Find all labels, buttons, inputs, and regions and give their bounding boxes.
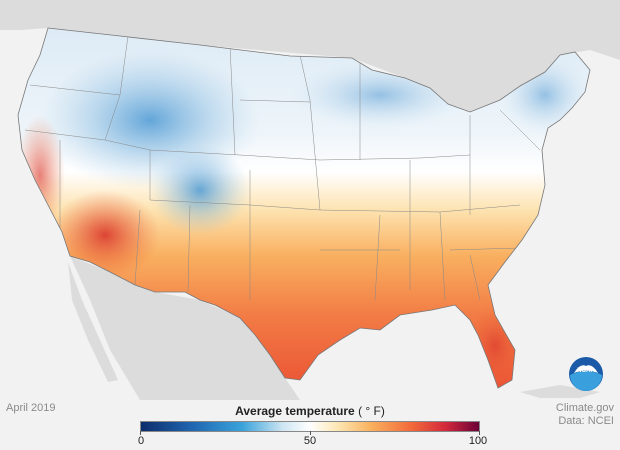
legend-title-text: Average temperature xyxy=(235,404,355,418)
baja-peninsula xyxy=(68,262,118,382)
state-borders xyxy=(24,35,541,301)
legend-unit: ( ° F) xyxy=(358,404,385,418)
noaa-logo-icon: NOAA xyxy=(569,357,603,391)
legend-title: Average temperature ( ° F) xyxy=(140,404,480,418)
legend-tick-mark-max xyxy=(479,431,480,435)
svg-text:NOAA: NOAA xyxy=(577,368,595,374)
legend-tick-min: 0 xyxy=(137,435,145,447)
date-label: April 2019 xyxy=(6,402,56,414)
legend-tick-mid: 50 xyxy=(303,435,317,447)
us-outline xyxy=(17,27,591,389)
legend-tick-mark-min xyxy=(140,431,141,435)
mexico-landmass xyxy=(70,256,300,400)
credit-source: Climate.gov xyxy=(555,402,614,414)
cuba-landmass xyxy=(520,385,600,398)
credit-block: Climate.gov Data: NCEI xyxy=(556,402,614,428)
legend-tick-mark-mid xyxy=(310,431,311,435)
canada-landmass xyxy=(0,0,620,112)
credit-data: Data: NCEI xyxy=(558,415,614,427)
legend-tick-max: 100 xyxy=(468,435,488,447)
temperature-map xyxy=(0,0,620,400)
